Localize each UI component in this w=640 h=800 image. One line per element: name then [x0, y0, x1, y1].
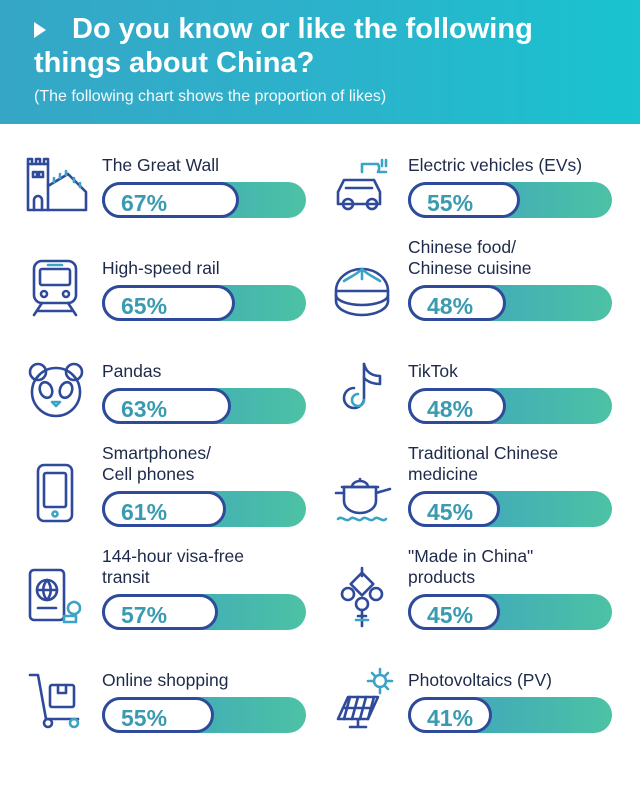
- electric-car-icon: [336, 158, 388, 211]
- bar-label: TikTok: [408, 361, 458, 381]
- bar-label: Pandas: [102, 361, 162, 381]
- chinese-knot-icon: [340, 566, 384, 628]
- bar-value-label: 55%: [121, 705, 168, 731]
- bar-item: The Great Wall 67%: [24, 130, 314, 220]
- solar-panel-icon: [336, 667, 394, 729]
- bar-fill: 45%: [408, 594, 500, 630]
- bar-track: 45%: [408, 491, 612, 527]
- great-wall-icon: [26, 157, 88, 212]
- bar-fill: 48%: [408, 285, 506, 321]
- bar-label: Photovoltaics (PV): [408, 670, 552, 690]
- bar-item: "Made in China" products 45%: [330, 542, 620, 632]
- tiktok-icon: [342, 362, 382, 410]
- bar-track: 55%: [408, 182, 612, 218]
- bar-value-label: 55%: [427, 190, 474, 216]
- bar-item: High-speed rail 65%: [24, 233, 314, 323]
- bar-label: Traditional Chinese medicine: [408, 443, 559, 484]
- bar-fill: 48%: [408, 388, 506, 424]
- bar-label: Electric vehicles (EVs): [408, 155, 583, 175]
- bar-item: Smartphones/ Cell phones 61%: [24, 439, 314, 529]
- bar-label: The Great Wall: [102, 155, 220, 175]
- title-row: Do you know or like the following things…: [34, 12, 624, 80]
- bar-track: 48%: [408, 388, 612, 424]
- bar-track: 45%: [408, 594, 612, 630]
- bar-value-label: 45%: [427, 602, 474, 628]
- bar-track: 63%: [102, 388, 306, 424]
- steamed-bun-icon: [334, 267, 390, 317]
- page-title: Do you know or like the following things…: [34, 13, 533, 79]
- train-icon: [32, 259, 78, 317]
- bar-item: Online shopping 55%: [24, 645, 314, 735]
- bar-label: Online shopping: [102, 670, 229, 690]
- bar-fill: 61%: [102, 491, 226, 527]
- bar-value-label: 67%: [121, 190, 168, 216]
- bar-fill: 45%: [408, 491, 500, 527]
- bar-track: 48%: [408, 285, 612, 321]
- bar-item: 144-hour visa-free transit 57%: [24, 542, 314, 632]
- header-banner: Do you know or like the following things…: [0, 0, 640, 124]
- bar-value-label: 57%: [121, 602, 168, 628]
- bar-label: "Made in China" products: [408, 546, 534, 587]
- bar-item: Electric vehicles (EVs) 55%: [330, 130, 620, 220]
- bar-value-label: 65%: [121, 293, 168, 319]
- bar-track: 41%: [408, 697, 612, 733]
- bar-label: High-speed rail: [102, 258, 220, 278]
- bar-item: TikTok 48%: [330, 336, 620, 426]
- bar-item: Chinese food/ Chinese cuisine 48%: [330, 233, 620, 323]
- bar-fill: 67%: [102, 182, 239, 218]
- delivery-cart-icon: [28, 673, 80, 729]
- bar-fill: 41%: [408, 697, 492, 733]
- panda-icon: [28, 362, 84, 418]
- bar-fill: 55%: [408, 182, 520, 218]
- passport-icon: [28, 568, 82, 624]
- bar-track: 61%: [102, 491, 306, 527]
- bar-track: 67%: [102, 182, 306, 218]
- bar-value-label: 61%: [121, 499, 168, 525]
- bar-item: Pandas 63%: [24, 336, 314, 426]
- bar-value-label: 48%: [427, 293, 474, 319]
- bar-track: 57%: [102, 594, 306, 630]
- bar-fill: 63%: [102, 388, 231, 424]
- bar-fill: 55%: [102, 697, 214, 733]
- bar-item: Photovoltaics (PV) 41%: [330, 645, 620, 735]
- bar-value-label: 48%: [427, 396, 474, 422]
- bar-value-label: 45%: [427, 499, 474, 525]
- bar-value-label: 41%: [427, 705, 474, 731]
- bar-fill: 65%: [102, 285, 235, 321]
- play-arrow-icon: [34, 22, 46, 38]
- bar-label: 144-hour visa-free transit: [102, 546, 245, 587]
- bar-label: Chinese food/ Chinese cuisine: [408, 237, 532, 278]
- bar-track: 55%: [102, 697, 306, 733]
- bar-item: Traditional Chinese medicine 45%: [330, 439, 620, 529]
- bar-value-label: 63%: [121, 396, 168, 422]
- smartphone-icon: [36, 463, 74, 523]
- bar-label: Smartphones/ Cell phones: [102, 443, 211, 484]
- bar-track: 65%: [102, 285, 306, 321]
- medicine-pot-icon: [334, 477, 392, 522]
- page-subtitle: (The following chart shows the proportio…: [34, 88, 387, 105]
- bar-fill: 57%: [102, 594, 218, 630]
